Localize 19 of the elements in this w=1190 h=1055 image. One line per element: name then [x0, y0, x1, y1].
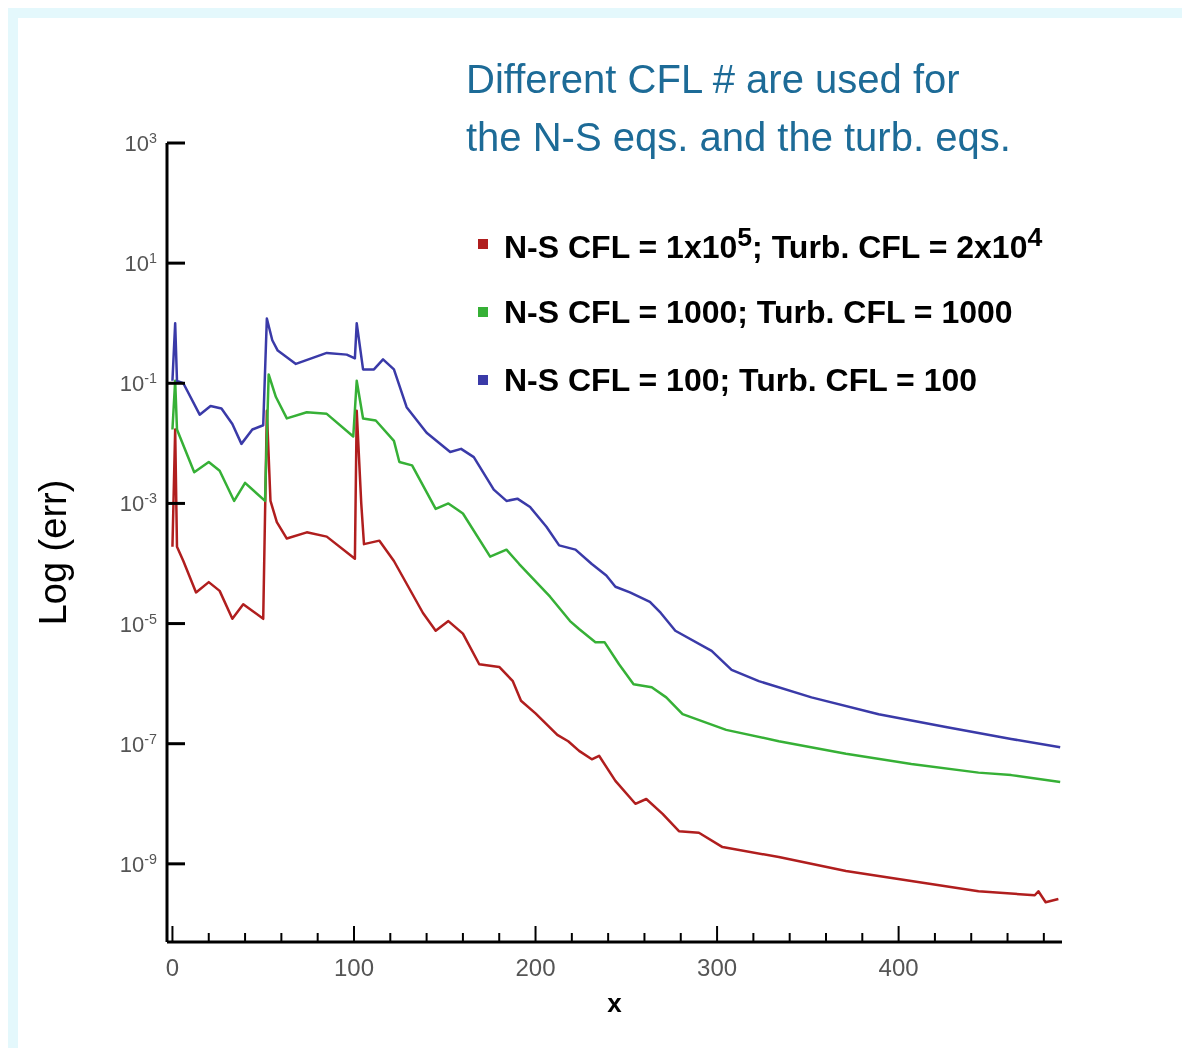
y-tick-label: 10$^{-3}$	[119, 490, 158, 517]
x-tick-label: 200	[515, 954, 556, 981]
y-tick-label: 10$^{3}$	[124, 130, 158, 156]
y-tick-label: 10$^{-5}$	[119, 610, 158, 637]
legend-label: N-S CFL = 1x10$^{5}$; Turb. CFL = 2x10$^{4}$	[504, 222, 1043, 266]
chart-title: Different CFL # are used for the N-S eqs. and the turb. eqs.	[466, 56, 1011, 161]
legend-label: N-S CFL = 1000; Turb. CFL = 1000	[504, 293, 1013, 331]
line-series	[171, 409, 1060, 904]
y-tick-label: 10$^{-7}$	[119, 730, 158, 757]
x-tick-label: 0	[165, 954, 180, 981]
x-tick-label: 100	[333, 954, 375, 981]
legend-label: N-S CFL = 100; Turb. CFL = 100	[504, 361, 978, 399]
y-tick-label: 10$^{1}$	[124, 250, 158, 277]
x-axis-title: x	[607, 988, 623, 1018]
x-tick-label: 400	[878, 954, 919, 981]
y-axis-title: Log (err)	[32, 479, 74, 626]
y-tick-label: 10$^{-1}$	[119, 370, 158, 397]
x-tick-label: 300	[697, 954, 738, 981]
y-tick-label: 10$^{-9}$	[119, 850, 158, 877]
